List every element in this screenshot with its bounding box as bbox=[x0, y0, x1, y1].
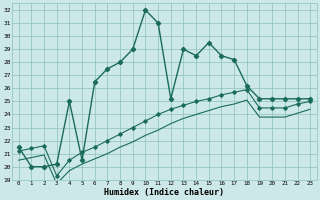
X-axis label: Humidex (Indice chaleur): Humidex (Indice chaleur) bbox=[104, 188, 224, 197]
